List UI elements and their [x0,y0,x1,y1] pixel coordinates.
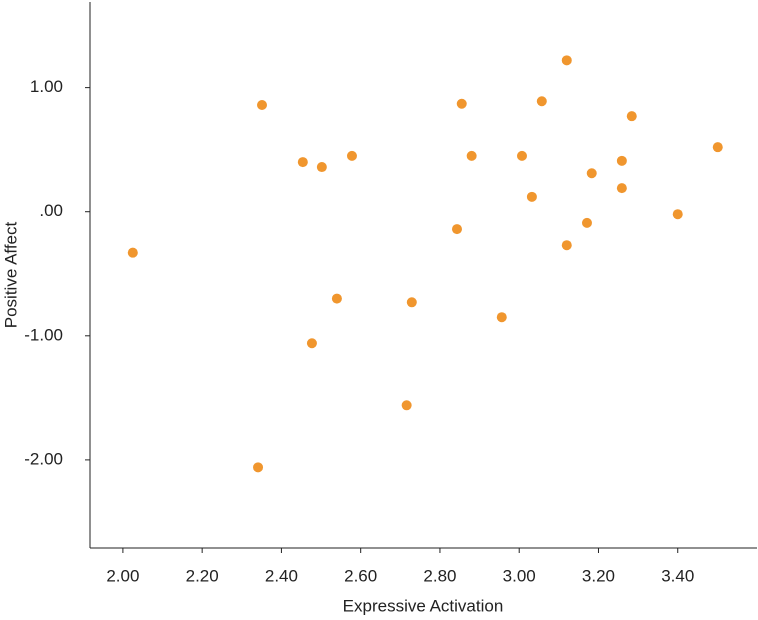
point [516,150,527,161]
point [616,155,627,166]
y-tick-label: -2.00 [24,449,63,468]
x-tick-label: 3.40 [661,566,694,585]
point [297,157,308,168]
point [306,338,317,349]
x-tick-label: 2.20 [186,566,219,585]
point [127,247,138,258]
x-axis-label: Expressive Activation [343,596,504,615]
point [401,400,412,411]
y-tick-label: .00 [39,201,63,220]
y-axis-label: Positive Affect [1,221,20,328]
point [616,183,627,194]
point [316,162,327,173]
point [536,96,547,107]
x-tick-label: 3.20 [582,566,615,585]
point [586,168,597,179]
x-tick-label: 2.00 [106,566,139,585]
point [456,98,467,109]
point [257,99,268,110]
x-tick-label: 2.60 [344,566,377,585]
point [346,150,357,161]
y-tick-label: -1.00 [24,325,63,344]
point [466,150,477,161]
x-tick-label: 3.00 [503,566,536,585]
point [496,312,507,323]
point [626,111,637,122]
point [672,209,683,220]
point [712,142,723,153]
x-tick-label: 2.80 [423,566,456,585]
point [526,191,537,202]
point [561,55,572,66]
x-tick-label: 2.40 [265,566,298,585]
point [331,293,342,304]
point [561,240,572,251]
point [253,462,264,473]
point [581,217,592,228]
point [451,224,462,235]
point [406,297,417,308]
y-tick-label: 1.00 [30,77,63,96]
